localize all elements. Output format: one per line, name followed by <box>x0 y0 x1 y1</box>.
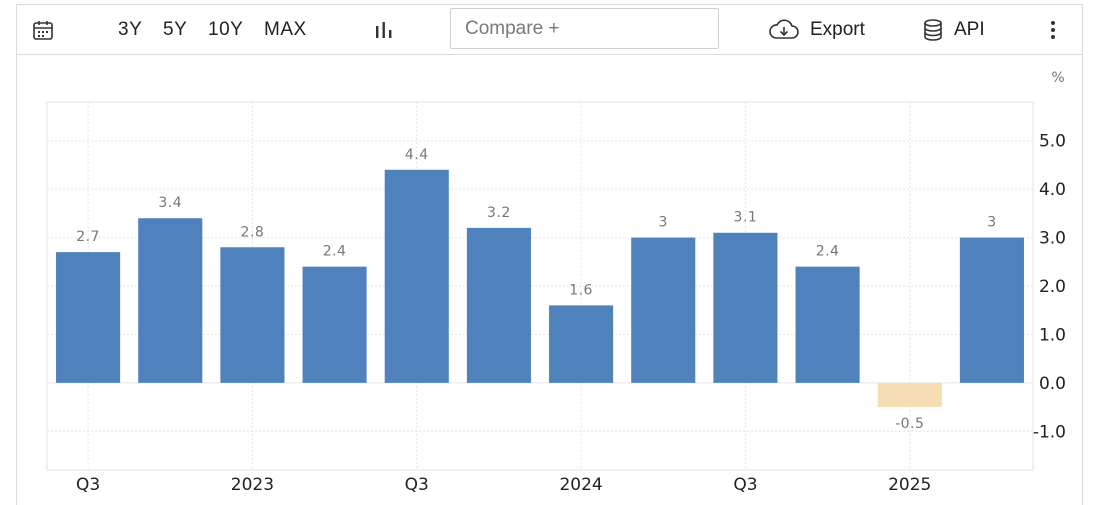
export-label: Export <box>810 18 865 40</box>
bar-value-label: 1.6 <box>569 282 593 298</box>
bar-value-label: 3 <box>987 215 996 231</box>
x-tick-label: 2025 <box>888 475 931 495</box>
calendar-button[interactable] <box>32 4 54 55</box>
y-tick-label: -1.0 <box>1033 422 1066 442</box>
y-tick-label: 0.0 <box>1039 374 1066 394</box>
bar[interactable] <box>138 218 203 383</box>
api-label: API <box>954 18 985 40</box>
bar[interactable] <box>713 232 778 383</box>
bar[interactable] <box>220 247 285 383</box>
export-button[interactable]: Export <box>768 4 865 55</box>
y-tick-label: 3.0 <box>1039 229 1066 249</box>
chart-frame <box>16 4 1083 505</box>
bar-value-label: -0.5 <box>895 416 924 432</box>
x-tick-label: 2024 <box>559 475 602 495</box>
x-tick-label: Q3 <box>76 475 100 495</box>
bar[interactable] <box>877 382 942 408</box>
range-10y-button[interactable]: 10Y <box>208 18 244 40</box>
unit-label: % <box>1051 70 1064 86</box>
x-tick-label: 2023 <box>231 475 274 495</box>
bar-value-label: 2.7 <box>76 229 100 245</box>
bar[interactable] <box>631 237 696 383</box>
bar-value-label: 2.8 <box>241 224 265 240</box>
y-tick-label: 1.0 <box>1039 325 1066 345</box>
range-5y-button[interactable]: 5Y <box>163 18 188 40</box>
bar[interactable] <box>384 169 449 383</box>
database-icon <box>922 18 944 42</box>
bar-value-label: 3.2 <box>487 205 511 221</box>
bar[interactable] <box>549 305 614 383</box>
compare-input[interactable] <box>450 8 719 49</box>
y-tick-label: 4.0 <box>1039 180 1066 200</box>
calendar-icon <box>32 19 54 41</box>
chart-type-button[interactable] <box>374 4 394 55</box>
bar-chart-icon <box>374 20 394 40</box>
y-tick-label: 5.0 <box>1039 132 1066 152</box>
bar[interactable] <box>959 237 1024 383</box>
bar-value-label: 2.4 <box>816 244 840 260</box>
x-tick-label: Q3 <box>405 475 429 495</box>
bar[interactable] <box>56 252 121 383</box>
cloud-download-icon <box>768 18 800 41</box>
more-options-button[interactable] <box>1050 4 1056 55</box>
range-3y-button[interactable]: 3Y <box>118 18 143 40</box>
x-tick-label: Q3 <box>733 475 757 495</box>
bar-value-label: 3 <box>659 215 668 231</box>
bar[interactable] <box>466 227 531 383</box>
bar-value-label: 3.1 <box>734 210 758 226</box>
more-vertical-icon <box>1050 20 1056 40</box>
chart-toolbar: 3Y 5Y 10Y MAX Export <box>16 4 1083 55</box>
bar[interactable] <box>302 266 367 383</box>
y-tick-label: 2.0 <box>1039 277 1066 297</box>
api-button[interactable]: API <box>922 4 985 55</box>
bar-value-label: 2.4 <box>323 244 347 260</box>
range-max-button[interactable]: MAX <box>264 18 307 40</box>
bar[interactable] <box>795 266 860 383</box>
bar-value-label: 3.4 <box>158 195 182 211</box>
bar-value-label: 4.4 <box>405 147 429 163</box>
